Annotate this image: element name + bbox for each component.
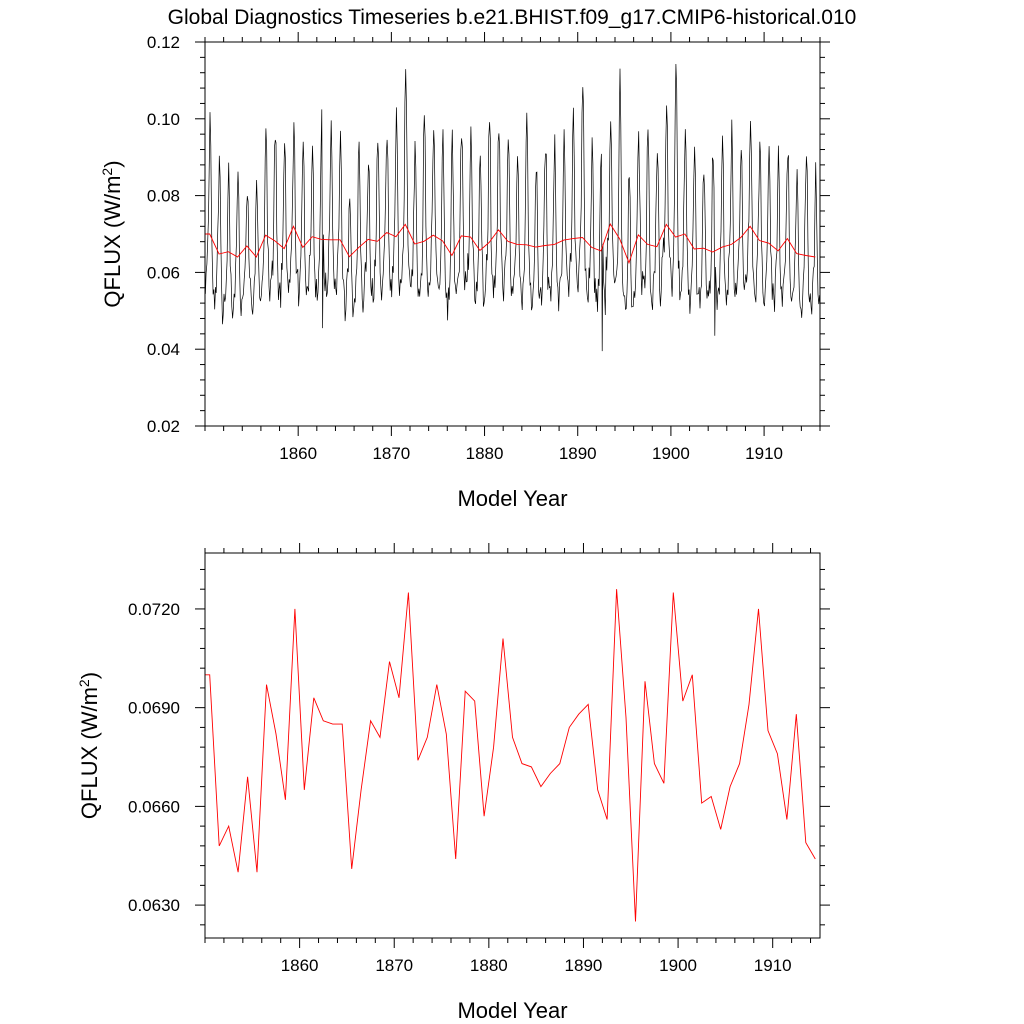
monthly-qflux-series-line	[205, 63, 820, 352]
upper-tick-labels: 1860 1870 1880 1890 1900 1910 0.02 0.04 0.06 0.08…	[147, 33, 783, 463]
x-tick-label: 1860	[281, 956, 319, 975]
x-tick-label: 1880	[466, 444, 504, 463]
y-tick-label: 0.12	[147, 33, 180, 52]
x-tick-label: 1890	[565, 956, 603, 975]
x-tick-label: 1910	[754, 956, 792, 975]
y-tick-label: 0.08	[147, 187, 180, 206]
lower-x-axis-title: Model Year	[457, 998, 567, 1023]
y-tick-label: 0.0690	[128, 699, 180, 718]
x-tick-label: 1870	[372, 444, 410, 463]
y-tick-label: 0.02	[147, 417, 180, 436]
x-tick-label: 1870	[375, 956, 413, 975]
x-tick-label: 1900	[652, 444, 690, 463]
upper-plot-lines	[205, 63, 820, 352]
lower-plot-panel: 1860 1870 1880 1890 1900 1910 0.0630 0.0660 0.06…	[76, 543, 830, 1023]
upper-y-axis-title-close: )	[100, 160, 125, 167]
lower-axis-ticks	[195, 543, 830, 948]
lower-y-axis-title-main: QFLUX (W/m	[77, 687, 102, 819]
x-tick-label: 1880	[470, 956, 508, 975]
y-tick-label: 0.0660	[128, 797, 180, 816]
upper-y-axis-title-superscript: 2	[99, 168, 115, 176]
y-tick-label: 0.04	[147, 340, 180, 359]
page-title: Global Diagnostics Timeseries b.e21.BHIS…	[168, 6, 857, 29]
x-tick-label: 1860	[279, 444, 317, 463]
lower-y-axis-title-superscript: 2	[76, 679, 92, 687]
annual-mean-qflux-zoom-line	[205, 589, 816, 922]
lower-y-axis-title: QFLUX (W/m2)	[76, 672, 102, 819]
lower-plot-lines	[205, 589, 816, 922]
upper-plot-frame	[204, 41, 821, 427]
x-tick-label: 1910	[745, 444, 783, 463]
x-tick-label: 1900	[659, 956, 697, 975]
y-tick-label: 0.06	[147, 263, 180, 282]
upper-axis-ticks	[195, 32, 830, 436]
y-tick-label: 0.0630	[128, 896, 180, 915]
upper-plot-panel: 1860 1870 1880 1890 1900 1910 0.02 0.04 0.06 0.08…	[99, 32, 830, 511]
lower-y-axis-title-close: )	[77, 672, 102, 679]
lower-tick-labels: 1860 1870 1880 1890 1900 1910 0.0630 0.0660 0.06…	[128, 600, 792, 975]
y-tick-label: 0.0720	[128, 600, 180, 619]
lower-plot-frame	[204, 552, 821, 939]
x-tick-label: 1890	[559, 444, 597, 463]
y-tick-label: 0.10	[147, 110, 180, 129]
upper-y-axis-title-main: QFLUX (W/m	[100, 176, 125, 308]
annual-mean-qflux-series-line	[205, 222, 816, 265]
upper-x-axis-title: Model Year	[457, 486, 567, 511]
upper-y-axis-title: QFLUX (W/m2)	[99, 160, 125, 307]
